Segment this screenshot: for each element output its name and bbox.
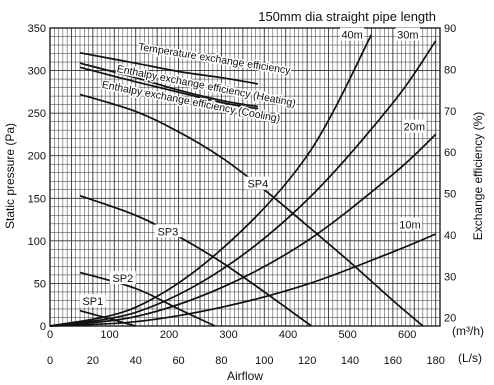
- fan-curve-label: SP3: [157, 226, 178, 238]
- pipe-curve-label: 30m: [397, 30, 418, 42]
- efficiency-curve-enthalpy-exchange-efficiency-cooling: [79, 66, 259, 110]
- pipe-curve-label-bg: [340, 27, 365, 41]
- pipe-curve-30m: [49, 40, 437, 327]
- y-tick-right: 60: [444, 147, 456, 159]
- fan-curve-sp4: [79, 93, 424, 327]
- y-tick-right: 70: [444, 106, 456, 118]
- y-axis-label-right: Exchange efficiency (%): [471, 112, 485, 241]
- x-tick-ls: 140: [341, 355, 359, 367]
- y-tick-left: 200: [28, 151, 46, 163]
- fan-curve-label: SP4: [247, 179, 268, 191]
- x-tick-ls: 0: [47, 355, 53, 367]
- pipe-curve-label-bg: [402, 119, 427, 133]
- x-tick-m3h: 200: [160, 329, 178, 341]
- x-tick-ls: 180: [427, 355, 445, 367]
- pipe-curve-label: 40m: [341, 30, 362, 42]
- x-axis-label: Airflow: [227, 369, 263, 383]
- pipe-curve-40m: [49, 34, 373, 327]
- fan-curve-sp2: [79, 271, 216, 327]
- pipe-curve-label: 10m: [399, 220, 420, 232]
- y-tick-left: 0: [40, 321, 46, 333]
- x-tick-ls: 100: [255, 355, 273, 367]
- fan-curve-label: SP1: [82, 296, 103, 308]
- pipe-curve-label-bg: [395, 27, 420, 41]
- fan-curve-label-bg: [244, 176, 271, 190]
- x-tick-ls: 20: [87, 355, 99, 367]
- y-tick-right: 80: [444, 64, 456, 76]
- x-tick-ls: 40: [130, 355, 142, 367]
- pipe-curve-label: 20m: [404, 122, 425, 134]
- y-tick-left: 250: [28, 108, 46, 120]
- y-tick-left: 100: [28, 236, 46, 248]
- x-tick-ls: 160: [384, 355, 402, 367]
- fan-curve-label: SP2: [112, 273, 133, 285]
- plot-border: [49, 27, 441, 327]
- y-tick-right: 20: [444, 313, 456, 325]
- y-tick-right: 90: [444, 23, 456, 35]
- fan-curve-label-bg: [109, 271, 136, 285]
- efficiency-curve-temperature-exchange-efficiency: [79, 51, 259, 85]
- y-tick-right: 30: [444, 271, 456, 283]
- pipe-curve-label-bg: [398, 217, 422, 231]
- curves: [49, 34, 437, 327]
- chart-title: 150mm dia straight pipe length: [258, 9, 436, 24]
- fan-curve-label-bg: [154, 224, 181, 238]
- y-tick-right: 50: [444, 189, 456, 201]
- x-tick-ls: 120: [298, 355, 316, 367]
- fan-curve-sp3: [79, 194, 312, 327]
- x-tick-m3h: 100: [100, 329, 118, 341]
- x-tick-m3h: 400: [279, 329, 297, 341]
- x-tick-ls: 60: [172, 355, 184, 367]
- pipe-curve-20m: [49, 133, 437, 327]
- y-tick-right: 40: [444, 230, 456, 242]
- x-tick-m3h: 600: [398, 329, 416, 341]
- y-axis-label-left: Static pressure (Pa): [3, 123, 17, 229]
- x-tick-m3h: 300: [219, 329, 237, 341]
- fan-curve-label-bg: [79, 294, 106, 308]
- y-tick-left: 350: [28, 23, 46, 35]
- y-tick-left: 150: [28, 193, 46, 205]
- grid: [49, 27, 441, 327]
- x-unit-ls: (L/s): [458, 351, 482, 365]
- y-tick-left: 300: [28, 66, 46, 78]
- x-unit-m3h: (m³/h): [452, 324, 484, 338]
- efficiency-curve-enthalpy-exchange-efficiency-heating: [79, 62, 259, 108]
- x-tick-m3h: 500: [338, 329, 356, 341]
- x-tick-ls: 80: [215, 355, 227, 367]
- y-tick-left: 50: [34, 278, 46, 290]
- pipe-curve-10m: [49, 233, 437, 327]
- x-tick-m3h: 0: [47, 329, 53, 341]
